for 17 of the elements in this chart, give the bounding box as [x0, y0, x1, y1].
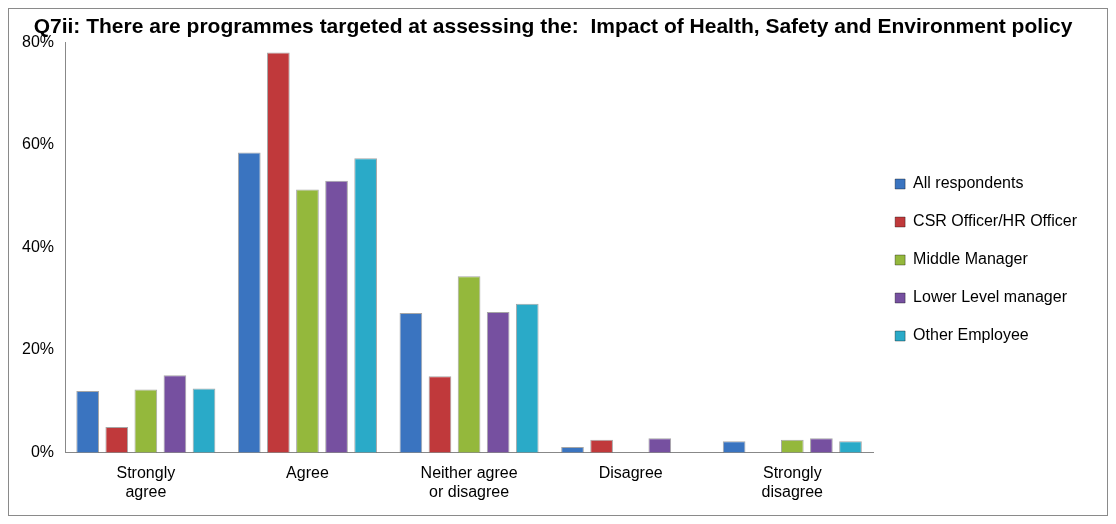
category-label: agree [125, 482, 167, 500]
category-label: Neither agree [420, 463, 518, 481]
x-tick-label: Agree [286, 463, 329, 481]
y-tick-label: 20% [21, 340, 55, 358]
category-label: Strongly [116, 463, 176, 481]
x-tick-label: Disagree [598, 463, 663, 481]
legend-label: All respondents [913, 174, 1024, 192]
category-label: or disagree [429, 482, 510, 500]
y-tick-label: 40% [21, 237, 55, 255]
category-label: Strongly [762, 463, 822, 481]
category-label: disagree [761, 482, 823, 500]
y-tick-label: 60% [21, 135, 55, 153]
legend-label: Middle Manager [913, 250, 1029, 268]
legend-label: CSR Officer/HR Officer [913, 212, 1078, 230]
y-tick-label: 0% [30, 443, 55, 461]
legend-label: Other Employee [913, 326, 1029, 344]
legend-label: Lower Level manager [913, 288, 1068, 306]
